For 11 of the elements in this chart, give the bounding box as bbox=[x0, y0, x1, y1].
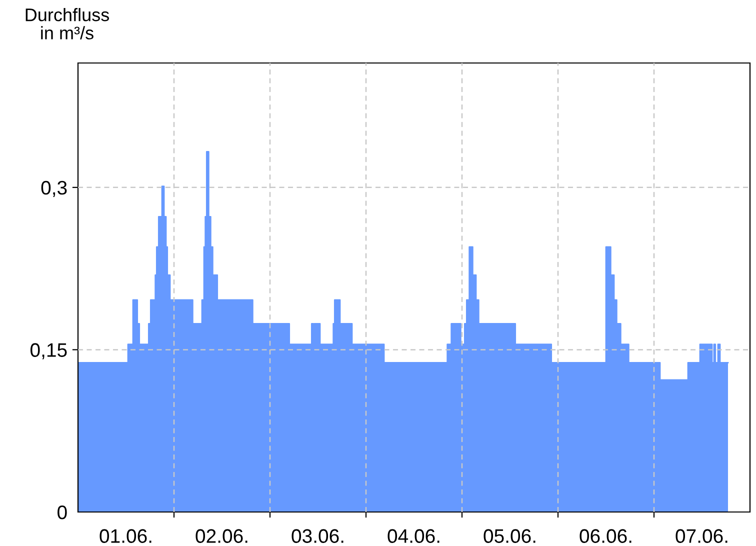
x-tick-label: 04.06. bbox=[388, 529, 440, 543]
x-tick-label: 03.06. bbox=[292, 529, 344, 543]
x-tick-label: 06.06. bbox=[580, 529, 632, 543]
x-tick-label: 01.06. bbox=[100, 529, 152, 543]
y-axis-title: Durchfluss in m³/s bbox=[26, 8, 109, 40]
y-tick-label: 0 bbox=[58, 505, 67, 520]
x-tick-label: 02.06. bbox=[196, 529, 248, 543]
x-tick-label: 07.06. bbox=[676, 529, 728, 543]
y-tick-label: 0,3 bbox=[41, 180, 67, 197]
x-tick-label: 05.06. bbox=[484, 529, 536, 543]
y-tick-label: 0,15 bbox=[30, 343, 67, 360]
